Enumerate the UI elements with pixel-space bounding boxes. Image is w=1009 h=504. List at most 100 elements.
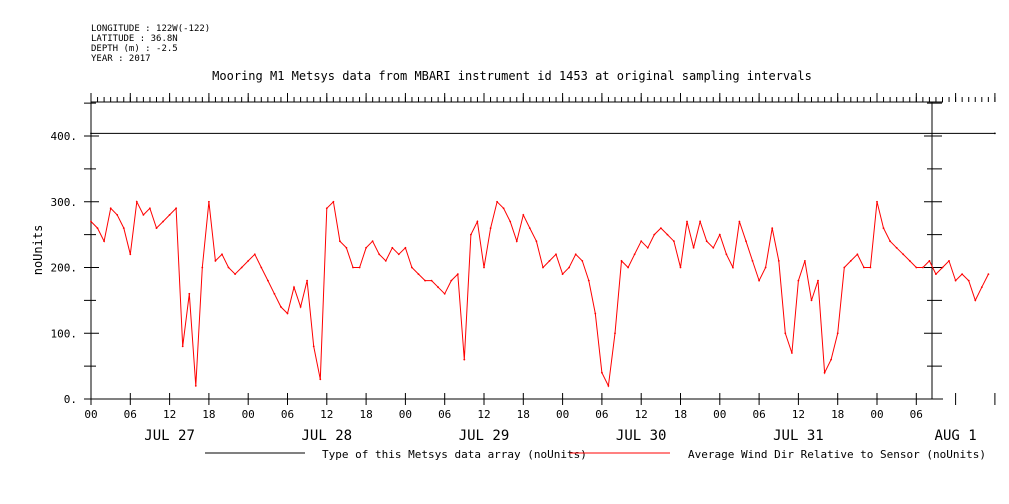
- data-point: [836, 332, 839, 335]
- data-point: [391, 246, 394, 249]
- data-point: [96, 227, 99, 230]
- data-point: [954, 279, 957, 282]
- data-point: [699, 220, 701, 223]
- data-point: [666, 233, 669, 236]
- y-tick-label: 100.: [51, 327, 78, 340]
- data-point: [856, 253, 859, 256]
- data-point: [260, 266, 263, 269]
- data-point: [168, 214, 171, 216]
- metadata-block: LONGITUDE : 122W(-122) LATITUDE : 36.8N …: [91, 24, 210, 64]
- data-point: [116, 214, 119, 216]
- data-point: [725, 253, 728, 256]
- y-ticks: [84, 102, 942, 400]
- data-point: [470, 233, 472, 236]
- data-point: [908, 260, 911, 262]
- data-point: [797, 279, 800, 282]
- data-point: [660, 227, 662, 230]
- data-point: [299, 306, 302, 308]
- data-point: [522, 214, 525, 216]
- data-point: [587, 279, 590, 282]
- data-point: [633, 253, 636, 256]
- day-label: JUL 27: [144, 428, 195, 444]
- data-point: [830, 358, 832, 361]
- hour-tick-label: 12: [163, 408, 176, 421]
- data-point: [227, 266, 230, 269]
- data-point: [994, 132, 996, 135]
- data-point: [810, 299, 813, 302]
- depth-text: DEPTH (m) : -2.5: [91, 44, 178, 54]
- data-point: [935, 273, 937, 275]
- data-point: [646, 246, 649, 249]
- data-point: [450, 279, 453, 282]
- hour-tick-label: 18: [831, 408, 844, 421]
- data-point: [882, 227, 885, 230]
- data-point: [339, 240, 341, 243]
- hour-tick-label: 18: [674, 408, 687, 421]
- data-point: [528, 227, 531, 230]
- data-point: [417, 273, 420, 275]
- data-point: [489, 227, 492, 230]
- data-point: [902, 253, 905, 256]
- series-line: [90, 200, 989, 388]
- data-point: [863, 266, 865, 269]
- hour-tick-label: 18: [202, 408, 215, 421]
- data-point: [515, 240, 518, 243]
- data-point: [915, 266, 918, 269]
- data-point: [90, 132, 92, 135]
- data-point: [194, 385, 197, 387]
- data-point: [581, 260, 584, 262]
- data-point: [967, 279, 970, 282]
- data-point: [162, 220, 165, 223]
- data-point: [90, 220, 92, 223]
- bottom-ticks: [90, 393, 996, 405]
- data-point: [149, 207, 151, 210]
- y-tick-label: 200.: [51, 262, 78, 275]
- data-point: [941, 266, 944, 269]
- data-point: [411, 266, 413, 269]
- data-point: [876, 200, 878, 203]
- data-point: [253, 253, 256, 256]
- hour-tick-label: 06: [595, 408, 608, 421]
- data-point: [443, 292, 446, 295]
- data-point: [103, 240, 105, 243]
- day-label: AUG 1: [935, 428, 977, 444]
- data-point: [640, 240, 643, 243]
- hour-labels: 00 06 12 18 00 06 12 18 00 06 12 18 00 06 12 18 00 06 12 18…: [84, 408, 923, 421]
- data-point: [705, 240, 708, 243]
- year-text: YEAR : 2017: [91, 54, 151, 64]
- data-point: [686, 220, 688, 223]
- data-point: [542, 266, 544, 269]
- data-point: [122, 227, 125, 230]
- data-point: [424, 279, 426, 282]
- legend: Type of this Metsys data array (noUnits)…: [205, 448, 986, 461]
- data-point: [312, 345, 315, 348]
- data-point: [404, 246, 407, 249]
- hour-tick-label: 00: [870, 408, 883, 421]
- data-point: [948, 260, 950, 262]
- data-point: [306, 279, 308, 282]
- data-point: [345, 246, 348, 249]
- hour-tick-label: 18: [517, 408, 530, 421]
- hour-tick-label: 12: [477, 408, 490, 421]
- day-labels: JUL 27 JUL 28 JUL 29 JUL 30 JUL 31 AUG 1: [144, 428, 976, 444]
- data-point: [823, 371, 826, 374]
- hour-tick-label: 00: [84, 408, 97, 421]
- data-point: [804, 260, 806, 262]
- data-point: [777, 260, 780, 262]
- data-point: [267, 279, 269, 282]
- data-point: [358, 266, 361, 269]
- longitude-text: LONGITUDE : 122W(-122): [91, 24, 210, 34]
- plot-frame: [90, 101, 943, 400]
- latitude-text: LATITUDE : 36.8N: [91, 34, 178, 44]
- data-point: [155, 227, 158, 230]
- y-tick-label: 400.: [51, 130, 78, 143]
- data-point: [221, 253, 223, 256]
- data-point: [738, 220, 741, 223]
- y-tick-label: 300.: [51, 196, 78, 209]
- data-point: [758, 279, 760, 282]
- data-point: [561, 273, 564, 275]
- data-point: [555, 253, 557, 256]
- data-point: [771, 227, 774, 230]
- data-point: [568, 266, 570, 269]
